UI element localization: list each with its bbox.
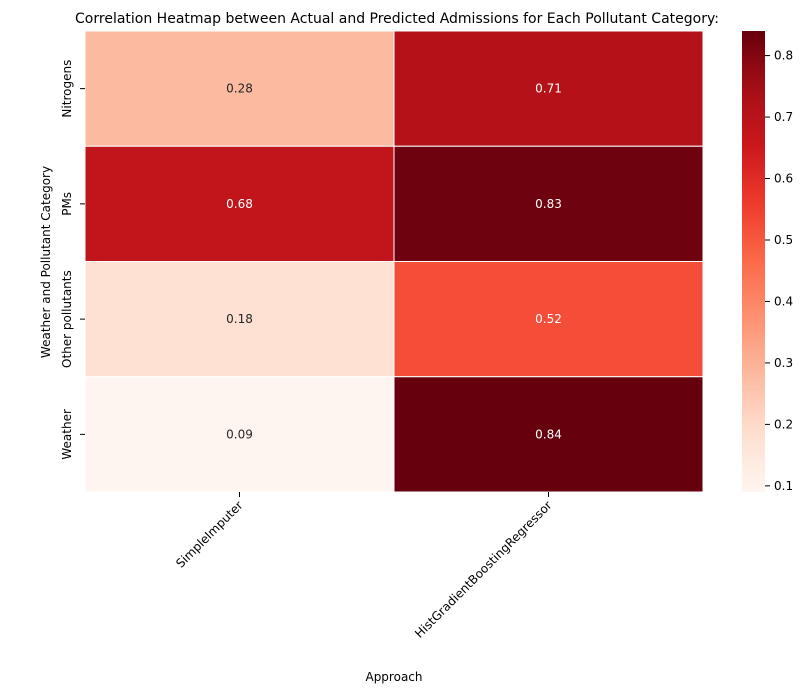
cell-value-label: 0.84: [535, 427, 562, 441]
colorbar-tick-label: 0.6: [774, 172, 793, 186]
cell-value-label: 0.18: [226, 312, 253, 326]
heatmap-cell-labels: 0.28 0.71 0.68 0.83 0.18 0.52 0.09 0.84: [226, 82, 562, 442]
heatmap-cell: [84, 30, 395, 147]
y-tick-label: Nitrogens: [60, 60, 74, 118]
heatmap-cell: [393, 145, 704, 262]
colorbar-tick-label: 0.4: [774, 294, 793, 308]
heatmap-cell: [393, 376, 704, 493]
colorbar-tick-label: 0.2: [774, 417, 793, 431]
heatmap-cell: [84, 145, 395, 262]
cell-value-label: 0.28: [226, 82, 253, 96]
colorbar: 0.1 0.2 0.3 0.4 0.5 0.6 0.7 0.8: [742, 31, 793, 493]
x-tick-label: SimpleImputer: [173, 498, 245, 570]
heatmap-cell: [84, 261, 395, 378]
chart-title: Correlation Heatmap between Actual and P…: [75, 11, 719, 27]
cell-value-label: 0.71: [535, 82, 562, 96]
y-tick-label: Other pollutants: [60, 270, 74, 368]
heatmap-cell: [84, 376, 395, 493]
heatmap-cell: [393, 261, 704, 378]
heatmap-cells: [84, 30, 704, 493]
cell-value-label: 0.68: [226, 197, 253, 211]
colorbar-tick-label: 0.7: [774, 110, 793, 124]
colorbar-gradient: [742, 31, 765, 492]
x-axis-label: Approach: [365, 670, 422, 684]
cell-value-label: 0.09: [226, 427, 253, 441]
heatmap-cell: [393, 30, 704, 147]
colorbar-tick-label: 0.5: [774, 233, 793, 247]
colorbar-tick-label: 0.8: [774, 49, 793, 63]
colorbar-tick-label: 0.1: [774, 479, 793, 493]
cell-value-label: 0.52: [535, 312, 562, 326]
y-axis-ticks: Nitrogens PMs Other pollutants Weather: [60, 60, 85, 460]
cell-value-label: 0.83: [535, 197, 562, 211]
y-tick-label: Weather: [60, 409, 74, 460]
y-axis-label: Weather and Pollutant Category: [39, 166, 53, 358]
y-tick-label: PMs: [60, 192, 74, 216]
x-tick-label: HistGradientBoostingRegressor: [412, 498, 555, 641]
colorbar-tick-label: 0.3: [774, 356, 793, 370]
x-axis-ticks: SimpleImputer HistGradientBoostingRegress…: [173, 492, 555, 641]
